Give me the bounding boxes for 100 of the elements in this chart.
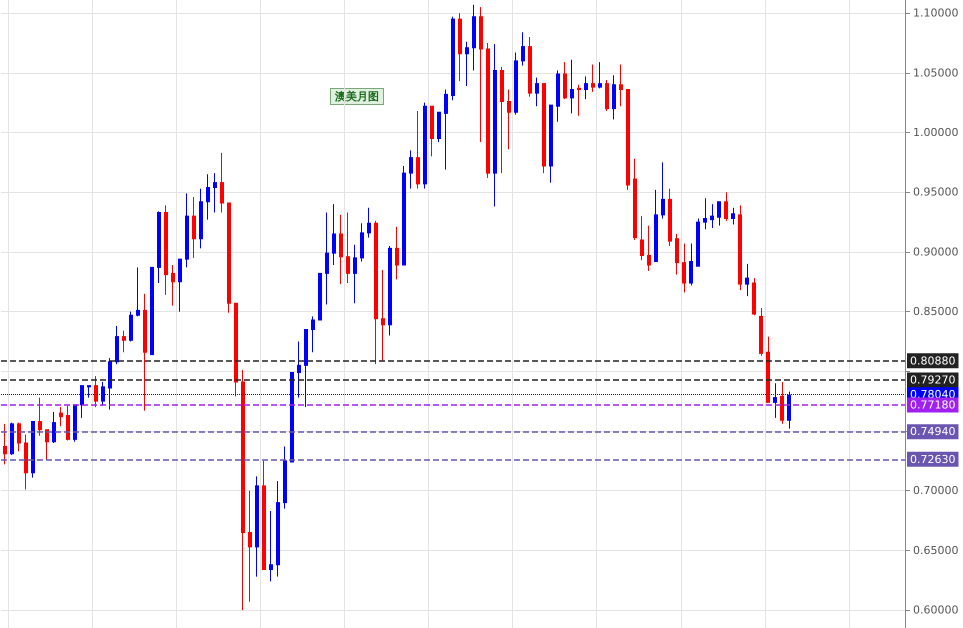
candlestick [332,204,336,266]
candlestick [451,16,455,101]
candlestick [409,150,413,190]
candlestick [150,266,154,356]
y-tick-label: 0.70000 [913,484,958,498]
candlestick [171,264,175,306]
candlestick [563,62,567,100]
candlestick [10,422,14,456]
ref-line-label: 0.74940 [910,425,956,438]
candlestick [458,12,462,82]
candlestick [731,207,735,225]
candlestick [367,207,371,238]
candlestick [416,110,420,190]
candlestick [276,480,280,578]
candlestick [346,212,350,284]
ref-line-label: 0.79270 [910,374,956,387]
candlestick [528,36,532,98]
candlestick [626,89,630,190]
candlestick [549,104,553,184]
candlestick [745,263,749,297]
candlestick [164,204,168,296]
candlestick [318,272,322,320]
candlestick [241,370,245,611]
candlestick [472,4,476,71]
candlestick [66,405,70,442]
candlestick [661,162,665,219]
candlestick [213,172,217,214]
candlestick [647,225,651,272]
candlestick [178,258,182,312]
candlestick [738,204,742,291]
candlestick [640,216,644,261]
candlestick [234,302,238,397]
candlestick [227,202,231,314]
candlestick [269,510,273,582]
candlestick [584,76,588,100]
candlestick [24,434,28,490]
candlestick [605,79,609,112]
candlestick [59,406,63,427]
candlestick [507,89,511,150]
candlestick [311,316,315,353]
candlestick [220,152,224,214]
candlestick [143,293,147,412]
candlestick [115,325,119,365]
y-tick-label: 0.65000 [913,544,958,557]
candlestick [521,32,525,66]
candlestick [283,446,287,510]
candlestick [500,66,504,174]
candlestick [31,420,35,478]
candlestick [570,59,574,114]
candlestick [493,44,497,208]
candlestick [3,423,7,465]
candlestick [423,102,427,190]
candlestick [38,397,42,436]
candlestick [717,201,721,226]
candlestick [353,244,357,304]
y-tick-label: 0.90000 [913,245,958,258]
candlestick [199,188,203,249]
candlestick [619,64,623,107]
candlestick [598,62,602,89]
candlestick [514,52,518,116]
candlestick [255,476,259,578]
candlestick [486,42,490,178]
ref-line-label: 0.77180 [910,398,956,412]
candlestick [654,189,658,262]
candlestick [122,330,126,353]
y-tick-label: 1.05000 [913,66,958,80]
ref-line-label: 0.72630 [910,452,956,466]
candlestick [689,243,693,286]
candlestick [542,83,546,174]
candlestick [192,196,196,258]
candlestick [724,192,728,222]
candlestick [136,266,140,317]
candlestick [591,64,595,92]
candlestick [766,336,770,403]
y-tick-label: 0.95000 [913,186,958,199]
candlestick [675,234,679,276]
candlestick [682,243,686,294]
candlestick [157,210,161,284]
candlestick [129,311,133,342]
candlestick [94,376,98,408]
candlestick [395,226,399,280]
candlestick [703,198,707,230]
candlestick [710,204,714,229]
candlestick [262,460,266,570]
candlestick [444,89,448,170]
y-tick-label: 0.85000 [913,305,958,318]
candlestick [633,158,637,240]
candlestick [325,212,329,305]
candlestick [668,188,672,246]
candlestick [759,308,763,356]
candlestick [381,269,385,362]
candlestick [402,165,406,266]
candlestick [696,218,700,267]
candlestick [248,490,252,602]
candlestick [185,192,189,268]
candlestick [45,429,49,460]
candlestick [535,77,539,107]
candlestick [437,112,441,143]
candlestick [52,411,56,444]
y-tick-label: 0.60000 [913,604,958,617]
